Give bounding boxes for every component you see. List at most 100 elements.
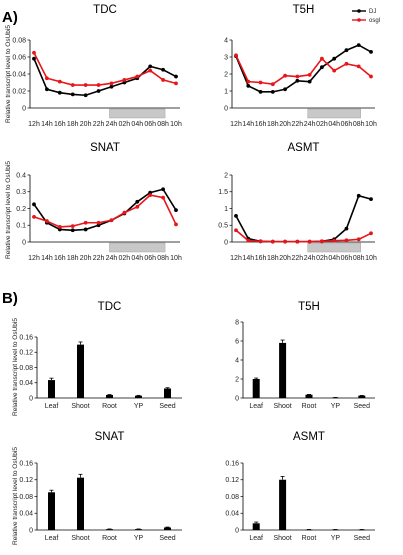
x-tick-label: Seed <box>159 403 175 410</box>
x-tick-label: 20h <box>80 121 92 128</box>
data-point-DJ <box>246 84 251 88</box>
data-point-osgl <box>45 76 49 81</box>
data-point-DJ <box>174 74 178 79</box>
data-point-osgl <box>135 204 140 209</box>
bar-yp <box>135 395 142 398</box>
data-point-DJ <box>344 226 349 231</box>
data-point-osgl <box>246 79 251 84</box>
data-point-DJ <box>83 227 88 232</box>
x-tick-label: 04h <box>328 121 340 128</box>
x-tick-label: Seed <box>354 535 370 542</box>
dark-period-bar <box>109 242 166 253</box>
legend-marker-osgl <box>357 18 361 22</box>
x-tick-label: 14h <box>41 255 53 262</box>
x-tick-label: 16h <box>255 255 267 262</box>
charts-group: TDC Relative transcript level to OsUbi5 0 0… <box>5 4 380 545</box>
y-tick-label: 0 <box>235 395 239 402</box>
x-tick-label: 06h <box>341 255 353 262</box>
data-point-DJ <box>356 43 361 47</box>
y-tick-label: 4 <box>235 357 239 364</box>
data-point-osgl <box>96 83 101 87</box>
y-tick-label: 6 <box>235 338 239 345</box>
x-tick-label: 22h <box>93 121 105 128</box>
x-tick-label: 04h <box>328 255 340 262</box>
data-point-osgl <box>270 82 275 87</box>
series-line-osgl <box>33 194 177 228</box>
panel-a-label: A) <box>2 9 18 26</box>
y-tick-label: 0.04 <box>19 511 33 518</box>
bar-shoot <box>279 479 287 530</box>
series-line-DJ <box>235 194 372 243</box>
x-tick-label: 20h <box>279 255 291 262</box>
y-tick-label: 0.04 <box>225 511 239 518</box>
data-point-osgl <box>295 74 300 79</box>
data-point-DJ <box>174 208 178 213</box>
x-tick-label: 24h <box>106 255 118 262</box>
data-point-osgl <box>320 56 324 61</box>
data-point-osgl <box>57 225 62 229</box>
x-tick-label: Leaf <box>249 535 263 542</box>
data-point-osgl <box>234 53 238 58</box>
y-axis-label: Relative transcript level to OsUbi5 <box>5 25 12 123</box>
x-tick-label: 18h <box>267 121 279 128</box>
x-tick-label: 02h <box>119 255 131 262</box>
x-tick-label: 16h <box>54 121 66 128</box>
y-axis-label: Relative transcript level to OsUbi5 <box>12 447 19 545</box>
x-tick-label: 08h <box>353 255 365 262</box>
bar-shoot <box>77 477 84 530</box>
x-tick-label: 12h <box>28 255 40 262</box>
data-point-DJ <box>161 187 165 192</box>
bar-root <box>305 394 313 398</box>
data-point-osgl <box>369 74 373 79</box>
x-tick-label: 10h <box>170 121 182 128</box>
chart-line-t5h: T5H 0 1 2 3 4 12h 14h 16h 18h 20h 22h 24h 02h 04h 06h 08… <box>224 4 380 128</box>
chart-title: SNAT <box>90 142 120 154</box>
y-tick-label: 0 <box>22 105 26 112</box>
data-point-DJ <box>332 56 337 61</box>
bar-seed <box>164 388 171 398</box>
data-point-DJ <box>45 87 49 92</box>
data-point-osgl <box>258 239 263 244</box>
chart-bar-tdc: TDC Relative transcript level to OsUbi5 0 0… <box>12 301 182 416</box>
y-tick-label: 0.04 <box>19 380 33 387</box>
legend-label-DJ: DJ <box>369 9 376 15</box>
y-tick-label: 0.16 <box>225 460 239 467</box>
data-point-osgl <box>283 239 287 244</box>
chart-title: ASMT <box>293 431 325 443</box>
bar-root <box>305 529 313 531</box>
bar-yp <box>135 529 142 530</box>
x-tick-label: 08h <box>353 121 365 128</box>
y-tick-label: 0.08 <box>19 365 33 372</box>
data-point-osgl <box>161 78 165 82</box>
data-point-osgl <box>369 231 373 236</box>
data-point-osgl <box>270 239 275 244</box>
x-tick-label: 22h <box>292 255 304 262</box>
x-tick-label: 16h <box>54 255 66 262</box>
x-tick-label: 18h <box>267 255 279 262</box>
dark-period-bar <box>307 242 361 253</box>
data-point-osgl <box>70 83 75 87</box>
y-tick-label: 0.16 <box>19 460 33 467</box>
x-tick-label: 08h <box>157 121 169 128</box>
data-point-osgl <box>161 195 165 200</box>
y-tick-label: 4 <box>224 37 228 44</box>
x-tick-label: YP <box>134 403 144 410</box>
data-point-osgl <box>234 228 238 233</box>
chart-line-tdc: TDC Relative transcript level to OsUbi5 0 0… <box>5 4 182 128</box>
data-point-DJ <box>283 87 287 92</box>
data-point-osgl <box>32 214 36 219</box>
data-point-osgl <box>174 81 178 86</box>
y-tick-label: 0.04 <box>12 71 26 78</box>
x-tick-label: 12h <box>28 121 40 128</box>
data-point-DJ <box>320 65 324 70</box>
bar-shoot <box>279 342 287 398</box>
data-point-DJ <box>109 84 114 89</box>
data-point-osgl <box>307 72 312 77</box>
bar-shoot <box>77 344 84 398</box>
bar-yp <box>331 529 339 531</box>
x-tick-label: Root <box>302 535 317 542</box>
x-tick-label: 06h <box>144 121 156 128</box>
x-tick-label: YP <box>134 535 144 542</box>
chart-title: T5H <box>298 301 320 313</box>
